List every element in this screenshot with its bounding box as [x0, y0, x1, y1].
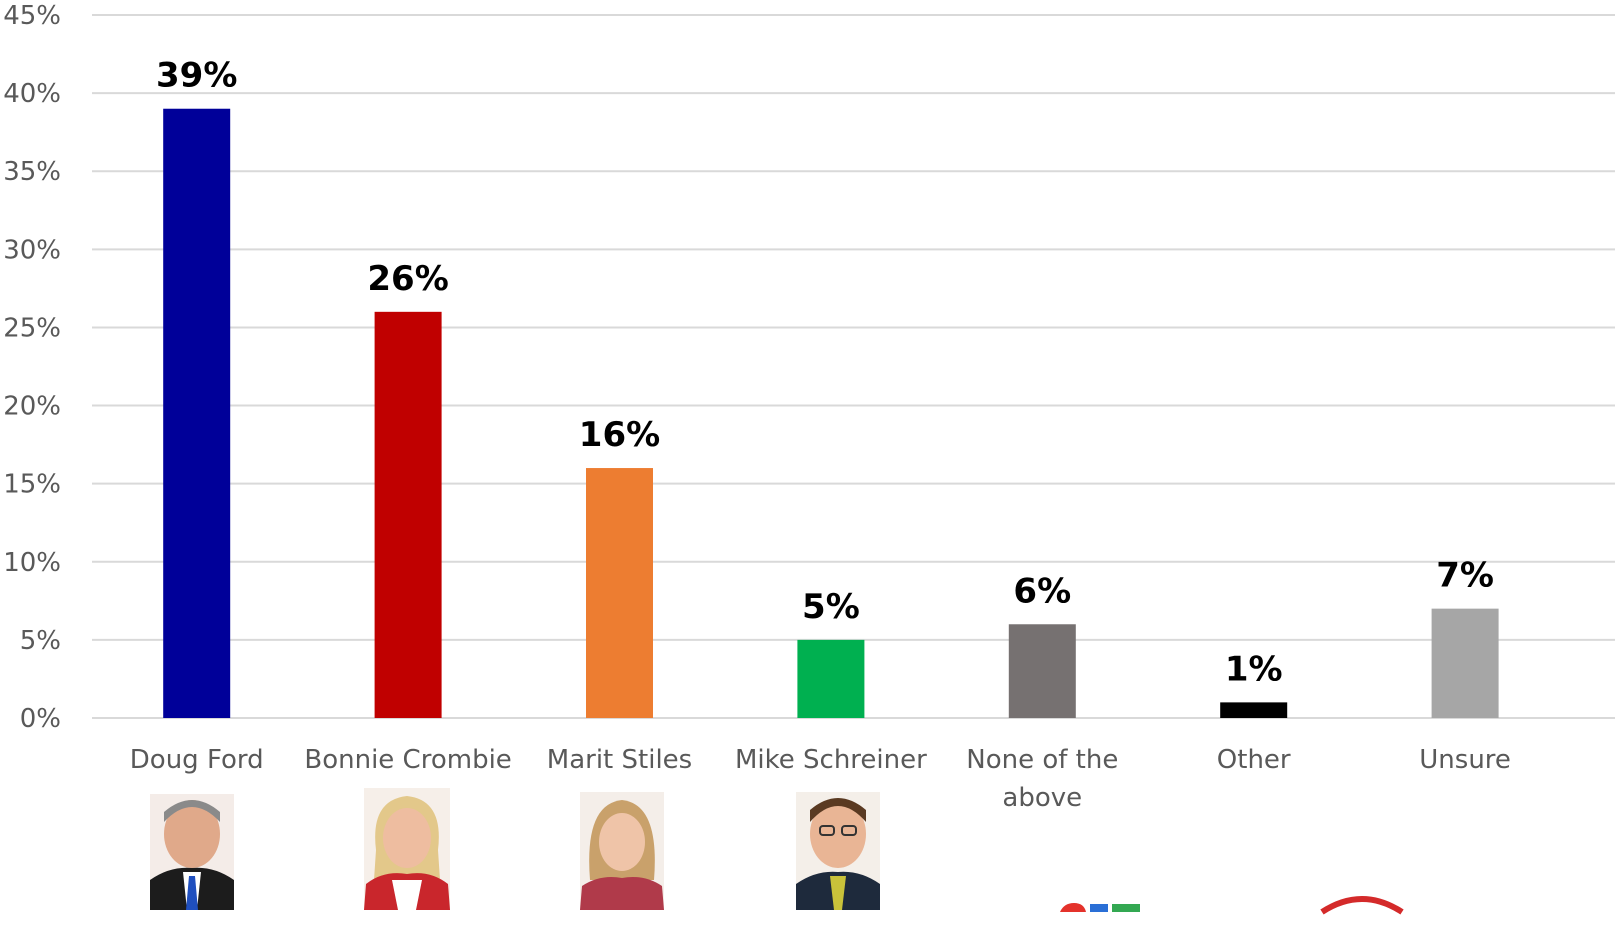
data-labels: 39% 26% 16% 5% 6% 1% 7% — [156, 56, 1494, 690]
category-label-doug-ford: Doug Ford — [130, 745, 264, 775]
ctv-logo — [1060, 903, 1140, 912]
data-label-doug-ford: 39% — [156, 56, 237, 96]
category-label-bonnie-crombie: Bonnie Crombie — [304, 745, 511, 775]
data-label-unsure: 7% — [1436, 556, 1494, 596]
category-label-unsure: Unsure — [1419, 745, 1511, 775]
y-tick-label: 10% — [3, 548, 61, 578]
portrait-doug-ford — [150, 794, 234, 910]
bar-unsure — [1431, 608, 1499, 718]
y-tick-label: 30% — [3, 235, 61, 265]
portrait-bonnie-crombie — [364, 788, 450, 910]
bar-doug-ford — [163, 108, 231, 718]
circle-logo — [1320, 896, 1404, 915]
data-label-other: 1% — [1225, 649, 1283, 689]
category-label-none-of-the-above: None of the above — [966, 745, 1118, 813]
y-tick-label: 25% — [3, 313, 61, 343]
y-axis-ticks: 0% 5% 10% 15% 20% 25% 30% 35% 40% 45% — [3, 1, 61, 734]
category-label-mike-schreiner: Mike Schreiner — [735, 745, 927, 775]
bar-marit-stiles — [586, 468, 653, 718]
bar-mike-schreiner — [797, 639, 865, 718]
data-label-mike-schreiner: 5% — [802, 587, 860, 627]
y-tick-label: 20% — [3, 392, 61, 422]
bar-bonnie-crombie — [374, 311, 442, 718]
data-label-bonnie-crombie: 26% — [367, 259, 448, 299]
x-axis-labels: Doug Ford Bonnie Crombie Marit Stiles Mike … — [130, 745, 1511, 813]
bars — [163, 108, 1499, 718]
bar-none-of-the-above — [1008, 624, 1076, 718]
portrait-marit-stiles — [580, 792, 664, 910]
category-label-marit-stiles: Marit Stiles — [547, 745, 692, 775]
portrait-mike-schreiner — [796, 792, 880, 910]
bar-other — [1220, 702, 1288, 718]
y-tick-label: 0% — [20, 704, 61, 734]
y-tick-label: 35% — [3, 157, 61, 187]
data-label-none-of-the-above: 6% — [1013, 571, 1071, 611]
y-tick-label: 15% — [3, 470, 61, 500]
category-label-other: Other — [1217, 745, 1291, 775]
gridlines — [92, 14, 1615, 719]
y-tick-label: 5% — [20, 626, 61, 656]
y-tick-label: 40% — [3, 79, 61, 109]
y-tick-label: 45% — [3, 1, 61, 31]
data-label-marit-stiles: 16% — [579, 415, 660, 455]
